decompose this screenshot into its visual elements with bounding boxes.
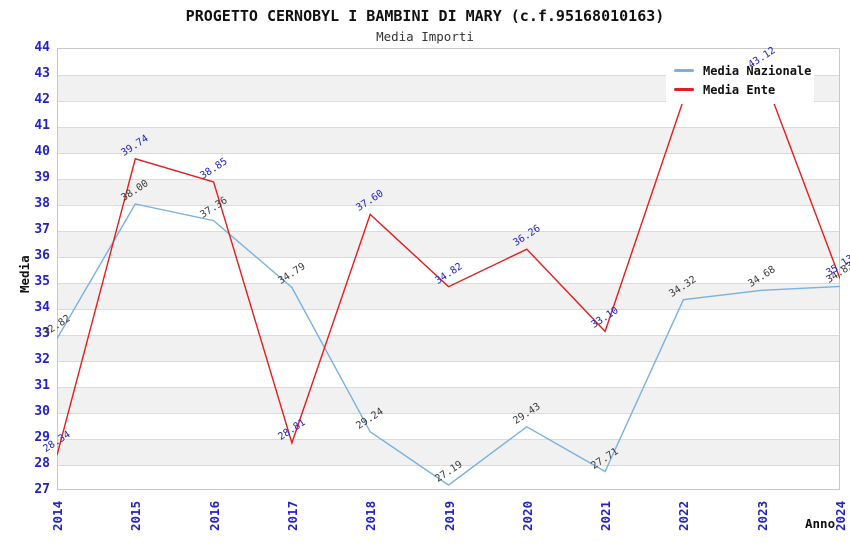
y-tick-label: 36	[34, 248, 50, 263]
legend-item-media-ente: Media Ente	[674, 80, 806, 99]
gridline	[58, 231, 839, 232]
series-line-media-nazionale	[57, 203, 840, 486]
x-tick-label: 2024	[833, 500, 848, 531]
x-tick-label: 2021	[598, 500, 614, 531]
y-tick-label: 39	[34, 170, 50, 185]
y-tick-label: 29	[34, 430, 50, 445]
gridline	[58, 361, 839, 362]
grid-band	[58, 179, 839, 205]
x-tick-label: 2014	[50, 500, 65, 531]
y-tick-label: 33	[34, 326, 50, 341]
y-tick-label: 37	[34, 222, 50, 237]
legend-label: Media Ente	[703, 82, 776, 97]
grid-band	[58, 335, 839, 361]
y-tick-label: 34	[34, 300, 50, 315]
legend-swatch-icon	[674, 69, 694, 72]
gridline	[58, 179, 839, 180]
x-tick-label: 2015	[128, 500, 144, 531]
y-tick-label: 43	[34, 66, 50, 81]
gridline	[58, 205, 839, 206]
x-tick-label: 2016	[206, 500, 222, 531]
legend-label: Media Nazionale	[703, 63, 812, 78]
x-tick-label: 2023	[754, 500, 770, 531]
chart-subtitle: Media Importi	[376, 29, 474, 44]
y-tick-label: 28	[34, 456, 50, 471]
legend: Media Nazionale Media Ente	[666, 56, 814, 104]
gridline	[58, 309, 839, 310]
y-tick-label: 35	[34, 274, 50, 289]
x-tick-label: 2018	[363, 500, 379, 531]
gridline	[58, 413, 839, 414]
y-axis-title: Media	[17, 255, 32, 293]
chart-title: PROGETTO CERNOBYL I BAMBINI DI MARY (c.f…	[185, 7, 665, 25]
gridline	[58, 75, 839, 76]
gridline	[58, 283, 839, 284]
y-tick-label: 42	[34, 92, 50, 107]
series-line-media-ente	[57, 70, 840, 456]
x-tick-label: 2017	[284, 500, 300, 531]
grid-band	[58, 127, 839, 153]
gridline	[58, 127, 839, 128]
grid-band	[58, 439, 839, 465]
y-tick-label: 32	[34, 352, 50, 367]
x-tick-label: 2022	[676, 500, 692, 531]
gridline	[58, 257, 839, 258]
gridline	[58, 439, 839, 440]
legend-item-media-nazionale: Media Nazionale	[674, 61, 811, 80]
y-tick-label: 27	[34, 482, 50, 497]
gridline	[58, 335, 839, 336]
grid-band	[58, 231, 839, 257]
y-tick-label: 30	[34, 404, 50, 419]
plot-area	[57, 48, 840, 490]
grid-band	[58, 387, 839, 413]
y-tick-label: 40	[34, 144, 50, 159]
gridline	[58, 101, 839, 102]
y-tick-label: 44	[34, 40, 50, 55]
x-tick-label: 2020	[519, 500, 535, 531]
y-tick-label: 38	[34, 196, 50, 211]
x-tick-label: 2019	[441, 500, 457, 531]
gridline	[58, 387, 839, 388]
x-axis-title: Anno	[805, 516, 836, 531]
y-tick-label: 31	[34, 378, 50, 393]
y-tick-label: 41	[34, 118, 50, 133]
legend-swatch-icon	[674, 88, 694, 91]
gridline	[58, 153, 839, 154]
gridline	[58, 465, 839, 466]
